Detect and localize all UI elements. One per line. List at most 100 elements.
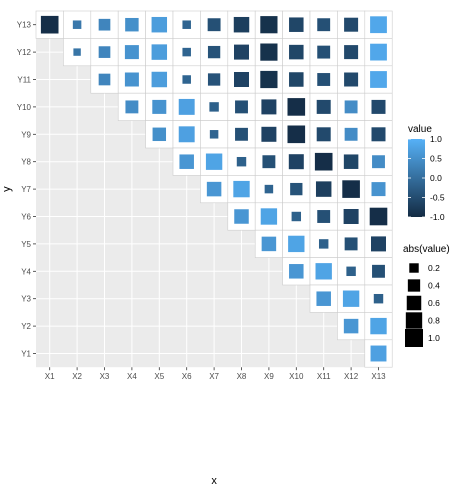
size-legend-title: abs(value) — [403, 244, 450, 255]
data-point — [288, 154, 304, 170]
data-point — [260, 208, 278, 225]
size-legend-key — [406, 295, 422, 311]
color-legend-label: 1.0 — [430, 134, 442, 144]
data-point — [316, 127, 331, 142]
data-point — [98, 18, 111, 31]
size-legend-label: 0.2 — [428, 263, 440, 273]
data-point — [236, 156, 247, 167]
data-point — [151, 44, 168, 60]
data-point — [261, 99, 277, 115]
data-point — [40, 15, 59, 34]
y-tick-label: Y9 — [21, 130, 31, 139]
data-point — [234, 44, 249, 60]
data-point — [125, 17, 139, 32]
x-tick-label: X10 — [289, 372, 304, 381]
data-point — [124, 72, 139, 87]
y-tick-label: Y12 — [17, 48, 32, 57]
x-tick-label: X8 — [237, 372, 247, 381]
data-point — [260, 43, 278, 61]
data-point — [152, 127, 167, 142]
data-point — [344, 127, 358, 141]
data-point — [179, 154, 194, 169]
x-tick-label: X5 — [154, 372, 164, 381]
data-point — [317, 73, 331, 86]
data-point — [235, 127, 248, 141]
size-legend-label: 0.6 — [428, 298, 440, 308]
data-point — [370, 43, 387, 61]
x-tick-label: X6 — [182, 372, 192, 381]
data-point — [317, 45, 331, 59]
data-point — [209, 102, 219, 112]
data-point — [289, 72, 304, 87]
data-point — [152, 99, 167, 114]
x-tick-label: X12 — [344, 372, 359, 381]
x-tick-label: X7 — [209, 372, 219, 381]
data-point — [260, 70, 278, 89]
data-point — [370, 71, 387, 88]
y-tick-label: Y4 — [21, 267, 31, 276]
data-point — [260, 16, 278, 34]
color-legend-label: -1.0 — [430, 212, 445, 222]
heatmap-tile — [145, 38, 174, 67]
size-legend: abs(value) 0.2 0.4 0.6 0.8 1.0 — [403, 244, 450, 347]
data-point — [317, 18, 331, 32]
data-point — [72, 20, 82, 29]
y-tick-label: Y8 — [21, 158, 31, 167]
color-legend-title: value — [408, 124, 432, 135]
data-point — [98, 46, 111, 58]
data-point — [373, 293, 384, 304]
y-tick-label: Y10 — [17, 103, 32, 112]
color-legend-label: 0.5 — [430, 154, 442, 164]
data-point — [315, 181, 332, 197]
y-tick-label: Y1 — [21, 350, 31, 359]
data-point — [234, 72, 249, 87]
data-point — [234, 209, 249, 224]
points — [40, 15, 388, 362]
data-point — [344, 17, 359, 32]
data-point — [233, 180, 250, 198]
x-tick-label: X2 — [72, 372, 82, 381]
data-point — [372, 155, 385, 169]
y-tick-label: Y2 — [21, 322, 31, 331]
x-tick-label: X4 — [127, 372, 137, 381]
data-point — [289, 44, 304, 60]
heatmap-tile — [337, 92, 366, 121]
data-point — [178, 98, 195, 115]
data-point — [264, 184, 274, 194]
data-point — [124, 45, 139, 60]
data-point — [207, 45, 221, 59]
data-point — [342, 290, 360, 307]
x-tick-label: X9 — [264, 372, 274, 381]
data-point — [316, 99, 331, 114]
x-axis-title: x — [211, 475, 217, 487]
y-tick-label: Y7 — [21, 185, 31, 194]
data-point — [370, 317, 387, 335]
data-point — [289, 264, 304, 279]
heatmap-tile — [337, 257, 366, 286]
y-axis: Y1 Y2 Y3 Y4 Y5 Y6 Y7 Y8 Y9 Y10 Y11 Y12 Y13 — [17, 21, 36, 359]
data-point — [182, 47, 191, 57]
data-point — [369, 207, 388, 226]
y-tick-label: Y5 — [21, 240, 31, 249]
data-point — [370, 16, 387, 34]
data-point — [371, 236, 386, 252]
data-point — [207, 18, 221, 32]
data-point — [372, 264, 385, 278]
color-legend-label: 0.0 — [430, 173, 442, 183]
data-point — [209, 130, 219, 139]
data-point — [233, 16, 250, 33]
y-tick-label: Y11 — [17, 76, 31, 85]
heatmap-tile — [364, 312, 393, 341]
data-point — [287, 125, 306, 144]
data-point — [314, 152, 333, 171]
x-tick-label: X11 — [317, 372, 331, 381]
y-tick-label: Y3 — [21, 295, 31, 304]
data-point — [178, 126, 195, 143]
data-point — [262, 155, 276, 169]
size-legend-label: 0.4 — [428, 281, 440, 291]
data-point — [261, 236, 277, 252]
data-point — [207, 73, 221, 86]
data-point — [343, 318, 359, 334]
heatmap-tile — [282, 120, 311, 149]
